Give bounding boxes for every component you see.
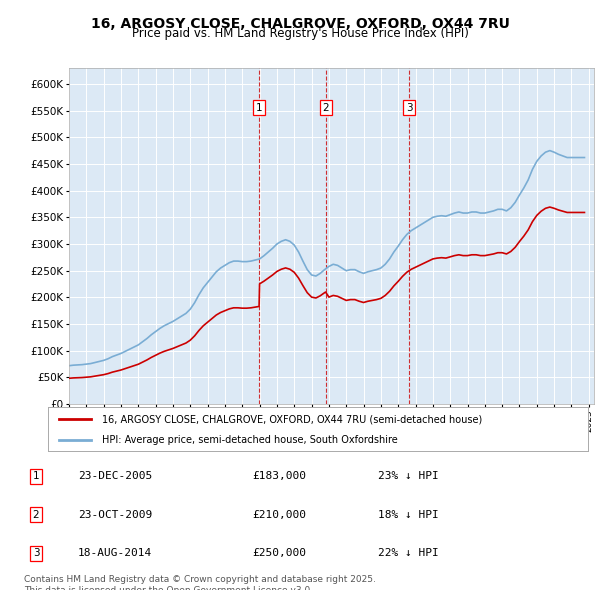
Text: 23-DEC-2005: 23-DEC-2005 xyxy=(78,471,152,481)
Text: 23-OCT-2009: 23-OCT-2009 xyxy=(78,510,152,520)
Text: 18-AUG-2014: 18-AUG-2014 xyxy=(78,548,152,558)
Text: Price paid vs. HM Land Registry's House Price Index (HPI): Price paid vs. HM Land Registry's House … xyxy=(131,27,469,40)
Text: 1: 1 xyxy=(32,471,40,481)
Text: 18% ↓ HPI: 18% ↓ HPI xyxy=(378,510,439,520)
Text: 2: 2 xyxy=(322,103,329,113)
Text: HPI: Average price, semi-detached house, South Oxfordshire: HPI: Average price, semi-detached house,… xyxy=(102,435,398,445)
Text: 16, ARGOSY CLOSE, CHALGROVE, OXFORD, OX44 7RU: 16, ARGOSY CLOSE, CHALGROVE, OXFORD, OX4… xyxy=(91,17,509,31)
Text: 3: 3 xyxy=(32,548,40,558)
Text: Contains HM Land Registry data © Crown copyright and database right 2025.
This d: Contains HM Land Registry data © Crown c… xyxy=(24,575,376,590)
Text: £183,000: £183,000 xyxy=(252,471,306,481)
Text: 1: 1 xyxy=(256,103,262,113)
Text: £210,000: £210,000 xyxy=(252,510,306,520)
Text: 16, ARGOSY CLOSE, CHALGROVE, OXFORD, OX44 7RU (semi-detached house): 16, ARGOSY CLOSE, CHALGROVE, OXFORD, OX4… xyxy=(102,415,482,424)
Text: £250,000: £250,000 xyxy=(252,548,306,558)
Text: 22% ↓ HPI: 22% ↓ HPI xyxy=(378,548,439,558)
Text: 3: 3 xyxy=(406,103,412,113)
Text: 23% ↓ HPI: 23% ↓ HPI xyxy=(378,471,439,481)
Text: 2: 2 xyxy=(32,510,40,520)
